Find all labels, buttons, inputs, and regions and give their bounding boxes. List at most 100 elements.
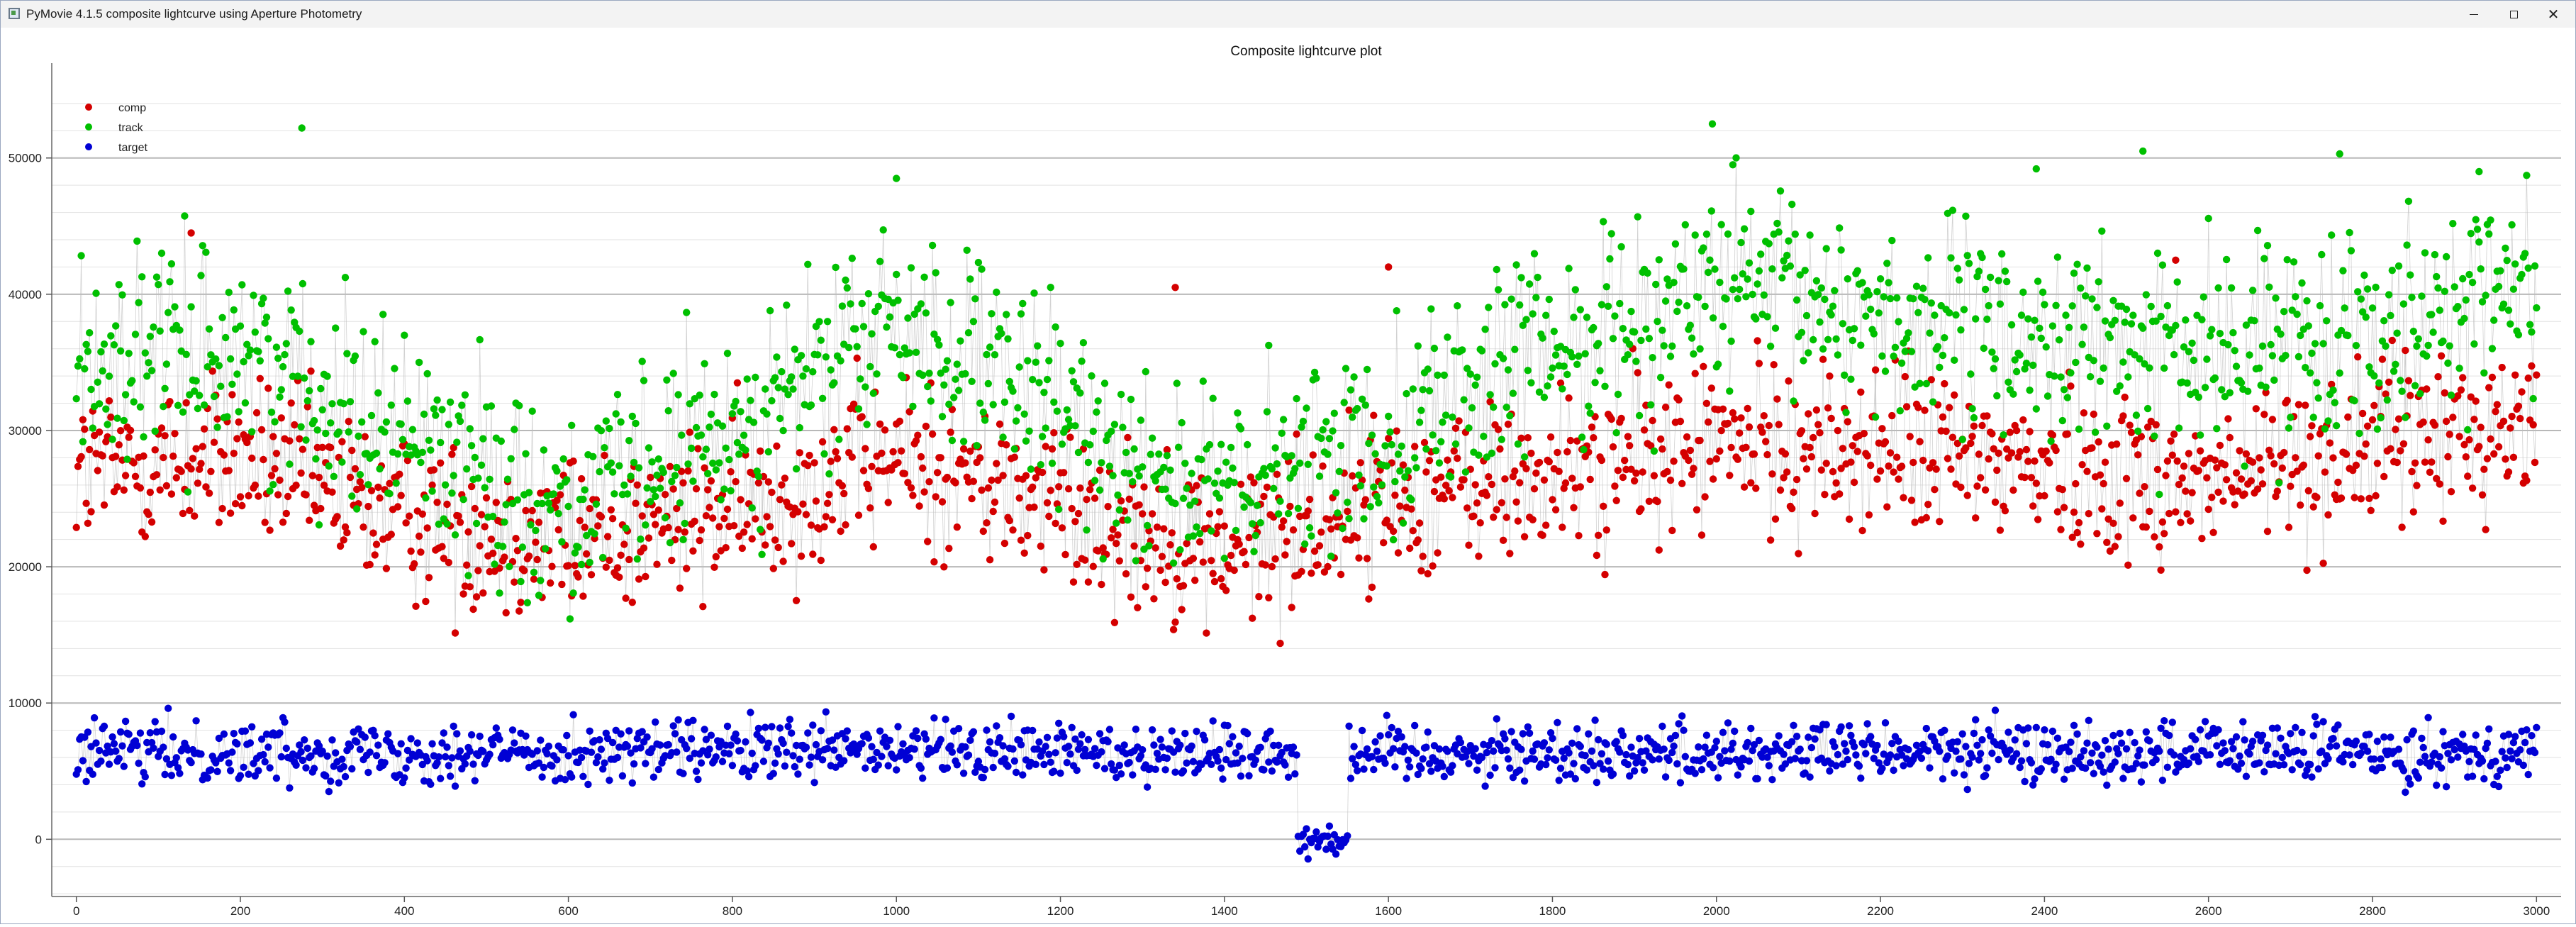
point-track [2242, 321, 2251, 329]
point-target [266, 764, 274, 772]
point-track [1459, 346, 1466, 354]
point-track [2297, 331, 2304, 340]
point-comp [781, 474, 789, 482]
point-comp [1309, 451, 1317, 459]
point-track [1871, 413, 1880, 421]
point-track [358, 418, 366, 426]
maximize-button[interactable] [2494, 1, 2533, 28]
point-target [1747, 724, 1755, 733]
point-comp [859, 467, 868, 474]
point-comp [1315, 542, 1324, 550]
point-track [1047, 284, 1054, 292]
point-comp [2012, 426, 2021, 435]
point-track [1596, 367, 1604, 374]
point-comp [1058, 524, 1066, 532]
point-comp [533, 555, 541, 564]
point-target [858, 740, 866, 748]
point-comp [86, 445, 94, 454]
point-target [1544, 754, 1551, 762]
point-track [301, 374, 308, 382]
plot-area[interactable]: Composite lightcurve plot 0 200 400 600 800 1… [1, 28, 2575, 923]
point-track [659, 468, 667, 477]
point-comp [2214, 488, 2222, 496]
point-track [1870, 330, 1878, 338]
point-comp [2165, 509, 2173, 518]
point-target [1007, 712, 1015, 721]
point-comp [2328, 380, 2336, 389]
point-target [648, 745, 656, 753]
point-track [2523, 172, 2531, 179]
point-track [2293, 310, 2301, 318]
point-target [95, 746, 104, 755]
point-track [445, 421, 452, 428]
point-target [1695, 743, 1702, 751]
point-comp [2111, 543, 2119, 550]
point-track [1708, 120, 1717, 128]
point-track [2324, 417, 2332, 425]
point-comp [192, 445, 200, 453]
point-target [1826, 767, 1834, 775]
point-comp [1797, 427, 1806, 435]
point-target [1712, 738, 1720, 745]
close-button[interactable]: ✕ [2533, 1, 2573, 28]
point-track [818, 394, 827, 402]
point-comp [1758, 428, 1766, 436]
point-track [435, 520, 443, 528]
point-track [754, 472, 763, 480]
point-comp [2447, 488, 2455, 496]
point-target [2357, 749, 2365, 757]
point-target [788, 729, 796, 737]
point-track [854, 405, 863, 413]
point-track [1702, 231, 1711, 238]
point-track [686, 400, 693, 408]
point-comp [1135, 501, 1143, 509]
minimize-button[interactable] [2454, 1, 2494, 28]
title-bar[interactable]: PyMovie 4.1.5 composite lightcurve using… [1, 1, 2575, 28]
point-track [459, 496, 467, 504]
point-target [522, 732, 530, 740]
point-target [1556, 765, 1565, 772]
point-track [537, 577, 545, 584]
lightcurve-chart[interactable]: Composite lightcurve plot 0 200 400 600 800 1… [1, 28, 2575, 923]
point-target [809, 721, 817, 729]
point-comp [837, 527, 844, 535]
point-comp [77, 453, 85, 461]
point-track [2214, 284, 2222, 292]
point-target [930, 714, 938, 722]
point-comp [1909, 458, 1917, 467]
point-track [2241, 462, 2248, 470]
point-track [2402, 413, 2409, 421]
point-comp [924, 538, 932, 545]
point-comp [1490, 514, 1498, 521]
point-track [1810, 335, 1817, 344]
point-comp [267, 472, 276, 479]
point-track [564, 502, 572, 511]
point-track [298, 124, 306, 132]
point-track [297, 423, 305, 431]
point-track [1729, 286, 1737, 294]
point-comp [1645, 497, 1654, 505]
point-comp [1445, 487, 1453, 495]
point-target [1296, 847, 1304, 855]
point-comp [1556, 379, 1565, 387]
point-target [1266, 727, 1274, 736]
point-track [2490, 316, 2498, 324]
point-comp [1924, 501, 1932, 509]
point-comp [1611, 482, 1619, 490]
point-track [957, 337, 964, 345]
point-target [2065, 748, 2073, 755]
point-comp [2455, 433, 2463, 440]
point-target [1293, 751, 1300, 759]
point-track [1032, 358, 1040, 366]
point-target [671, 730, 679, 738]
point-comp [2499, 417, 2508, 426]
point-target [215, 734, 223, 743]
point-track [1571, 286, 1579, 294]
point-comp [2067, 382, 2075, 390]
point-track [1796, 271, 1804, 279]
point-track [2331, 399, 2338, 406]
point-track [1278, 429, 1286, 437]
point-track [1545, 295, 1553, 304]
point-comp [474, 567, 482, 574]
point-target [82, 777, 90, 786]
